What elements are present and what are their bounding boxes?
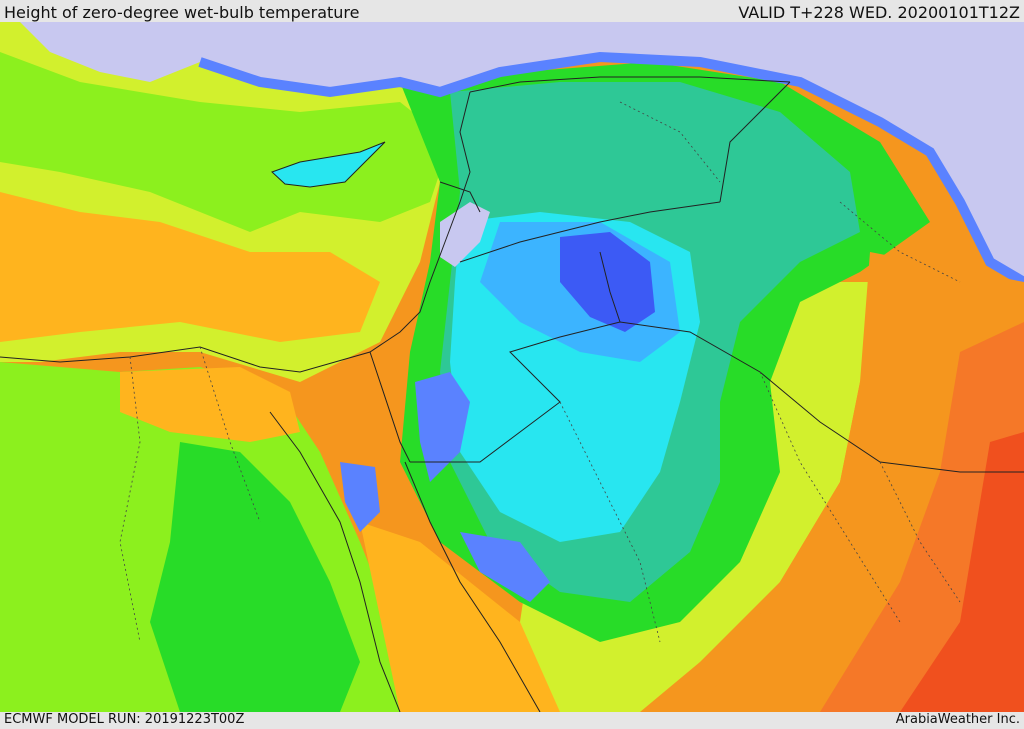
footer-bar: ECMWF MODEL RUN: 20191223T00Z ArabiaWeat… xyxy=(0,712,1024,729)
weather-map xyxy=(0,22,1024,712)
lavender-zone-lebanon xyxy=(440,202,490,267)
model-run-label: ECMWF MODEL RUN: 20191223T00Z xyxy=(4,712,245,727)
chart-title: Height of zero-degree wet-bulb temperatu… xyxy=(4,3,360,22)
country-borders xyxy=(0,76,1024,712)
blue-edge-turkey xyxy=(198,51,1024,287)
orange-zone-med xyxy=(0,192,380,342)
green-zone-southwest xyxy=(150,442,360,712)
blue-zone-rift xyxy=(415,372,470,482)
cyprus-outline xyxy=(271,141,386,188)
header-bar: Height of zero-degree wet-bulb temperatu… xyxy=(0,0,1024,22)
lavender-zone-aegean xyxy=(20,22,200,82)
orange-zone-egypt xyxy=(120,367,300,442)
red-zone-gulf xyxy=(900,432,1024,712)
lime-zone-north xyxy=(0,52,450,232)
blue-zone-sinai xyxy=(340,462,380,532)
credit-label: ArabiaWeather Inc. xyxy=(895,712,1020,727)
admin-lines xyxy=(119,101,961,643)
valid-time-label: VALID T+228 WED. 20200101T12Z xyxy=(738,3,1020,22)
blue-zone-hejaz xyxy=(460,532,550,602)
